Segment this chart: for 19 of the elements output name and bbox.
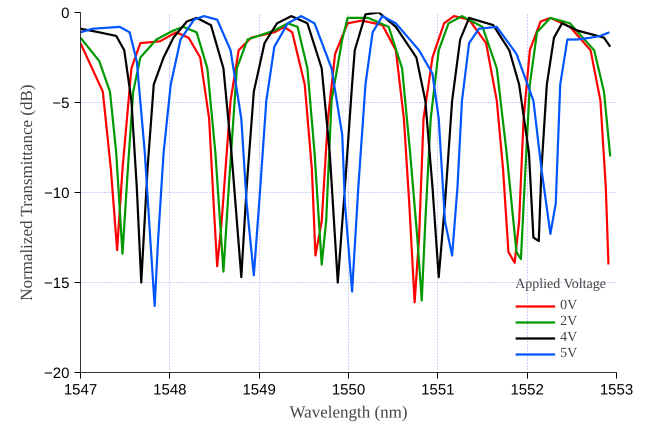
legend-label: 5V bbox=[560, 346, 578, 362]
x-axis-title: Wavelength (nm) bbox=[289, 402, 408, 422]
y-tick-label: −10 bbox=[44, 185, 70, 202]
x-tick-label: 1548 bbox=[153, 382, 187, 398]
x-tick-label: 1550 bbox=[332, 382, 366, 398]
y-tick-label: 0 bbox=[61, 5, 70, 22]
x-tick-label: 1549 bbox=[242, 382, 276, 398]
legend-label: 2V bbox=[560, 314, 578, 330]
y-tick-label: −5 bbox=[52, 95, 70, 112]
x-tick-label: 1551 bbox=[421, 382, 455, 398]
x-tick-label: 1553 bbox=[600, 382, 634, 398]
x-tick-label: 1552 bbox=[510, 382, 544, 398]
x-tick-label: 1547 bbox=[64, 382, 98, 398]
legend-title: Applied Voltage bbox=[515, 277, 606, 293]
y-axis-title: Normalized Transmittance (dB) bbox=[17, 84, 36, 301]
legend-label: 4V bbox=[560, 330, 578, 346]
legend-label: 0V bbox=[560, 298, 578, 314]
y-tick-label: −20 bbox=[44, 365, 70, 382]
y-tick-label: −15 bbox=[44, 275, 70, 292]
